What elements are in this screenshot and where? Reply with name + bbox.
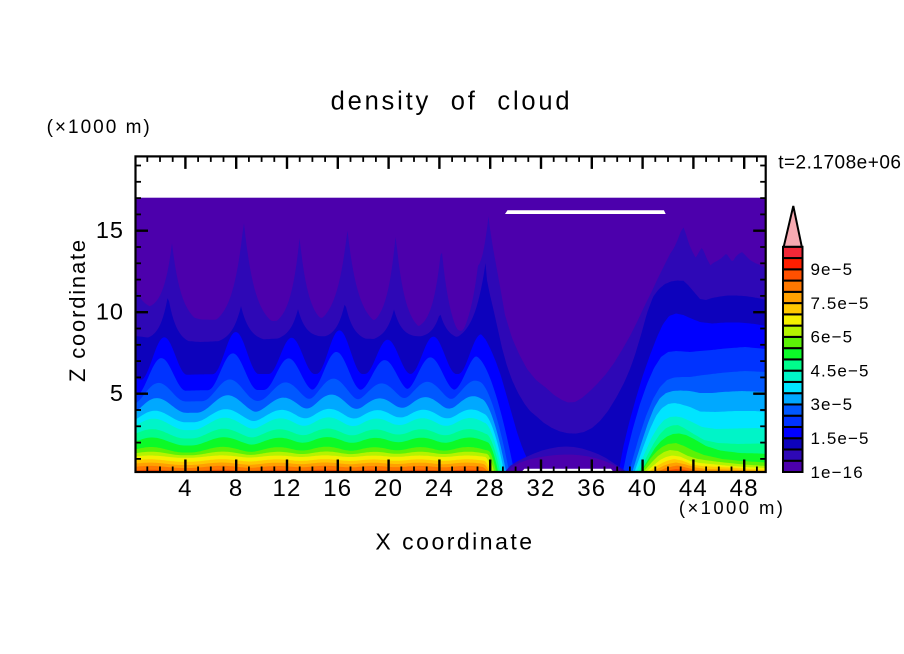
svg-text:15: 15 (96, 217, 124, 243)
svg-text:4: 4 (178, 475, 193, 502)
svg-text:t=2.1708e+06: t=2.1708e+06 (778, 153, 901, 174)
svg-text:44: 44 (679, 475, 708, 502)
svg-text:5: 5 (110, 380, 124, 406)
svg-text:40: 40 (628, 475, 657, 502)
svg-text:(×1000 m): (×1000 m) (47, 117, 152, 138)
svg-text:28: 28 (476, 475, 505, 502)
svg-text:16: 16 (323, 475, 352, 502)
svg-text:12: 12 (272, 475, 301, 502)
svg-text:36: 36 (577, 475, 606, 502)
svg-text:9e−5: 9e−5 (811, 260, 854, 279)
svg-text:10: 10 (96, 299, 124, 325)
svg-text:3e−5: 3e−5 (811, 395, 854, 414)
svg-text:20: 20 (374, 475, 403, 502)
svg-text:48: 48 (730, 475, 759, 502)
svg-text:7.5e−5: 7.5e−5 (811, 294, 870, 313)
svg-text:4.5e−5: 4.5e−5 (811, 362, 870, 381)
svg-text:6e−5: 6e−5 (811, 328, 854, 347)
svg-text:(×1000 m): (×1000 m) (679, 497, 785, 518)
svg-text:1.5e−5: 1.5e−5 (811, 429, 870, 448)
svg-text:24: 24 (425, 475, 454, 502)
svg-text:X coordinate: X coordinate (375, 529, 534, 555)
svg-text:32: 32 (526, 475, 555, 502)
svg-text:8: 8 (229, 475, 244, 502)
svg-text:density of cloud: density of cloud (331, 88, 573, 116)
svg-text:1e−16: 1e−16 (811, 463, 864, 482)
svg-text:Z coordinate: Z coordinate (65, 238, 90, 382)
